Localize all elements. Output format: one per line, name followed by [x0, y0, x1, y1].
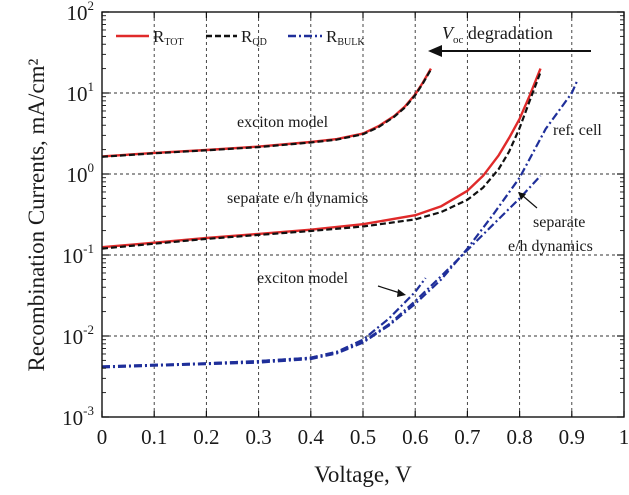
exciton-bottom-pointer [377, 285, 401, 294]
x-tick-label: 0.1 [141, 425, 167, 449]
y-tick-label: 100 [67, 160, 95, 187]
legend-label-rtot: RTOT [153, 27, 184, 48]
annotation-separate-dynamics-mid: separate e/h dynamics [227, 190, 368, 207]
legend: RTOT RQD RBULK [116, 27, 365, 48]
annotation-exciton-model-bottom: exciton model [257, 270, 349, 287]
y-axis-title: Recombination Currents, mA/cm² [24, 58, 49, 371]
x-tick-label: 0 [97, 425, 108, 449]
x-tick-labels: 0 0.1 0.2 0.3 0.4 0.5 0.6 0.7 0.8 0.9 1 [97, 12, 629, 449]
y-tick-label: 101 [67, 79, 95, 106]
series-r-bulk-ref-cell [101, 80, 579, 369]
annotation-separate-right-1: separate [533, 214, 585, 231]
separate-right-pointer [522, 195, 538, 209]
x-tick-label: 0.3 [245, 425, 271, 449]
legend-label-rbulk: RBULK [326, 27, 365, 48]
x-tick-label: 1 [619, 425, 629, 449]
exciton-bottom-pointer-head [397, 289, 406, 297]
x-tick-label: 0.4 [298, 425, 325, 449]
x-tick-label: 0.5 [350, 425, 376, 449]
annotation-voc-degradation: Voc degradation [442, 23, 553, 46]
y-tick-label: 10-1 [62, 241, 94, 268]
series-r-qd-separate-e-h-dynamics [101, 71, 542, 250]
x-tick-label: 0.2 [193, 425, 219, 449]
x-axis-title: Voltage, V [314, 462, 412, 487]
y-tick-label: 10-2 [62, 322, 94, 349]
voc-arrow-head [428, 45, 442, 57]
annotation-ref-cell: ref. cell [553, 122, 602, 139]
y-tick-label: 10-3 [62, 403, 94, 430]
x-tick-label: 0.9 [559, 425, 585, 449]
annotation-separate-right-2: e/h dynamics [508, 238, 593, 255]
x-tick-label: 0.8 [506, 425, 532, 449]
series-r-bulk-exciton-model [101, 277, 427, 368]
x-tick-label: 0.7 [454, 425, 480, 449]
series-r-qd-exciton-model [101, 68, 432, 158]
y-tick-labels: 10-3 10-2 10-1 100 101 102 [62, 0, 624, 430]
data-series [101, 68, 579, 369]
separate-right-pointer-head [518, 192, 526, 200]
gridlines [102, 12, 624, 417]
y-tick-label: 102 [67, 0, 95, 25]
x-tick-label: 0.6 [402, 425, 428, 449]
legend-label-rqd: RQD [241, 27, 267, 48]
annotation-exciton-model-top: exciton model [237, 114, 329, 131]
